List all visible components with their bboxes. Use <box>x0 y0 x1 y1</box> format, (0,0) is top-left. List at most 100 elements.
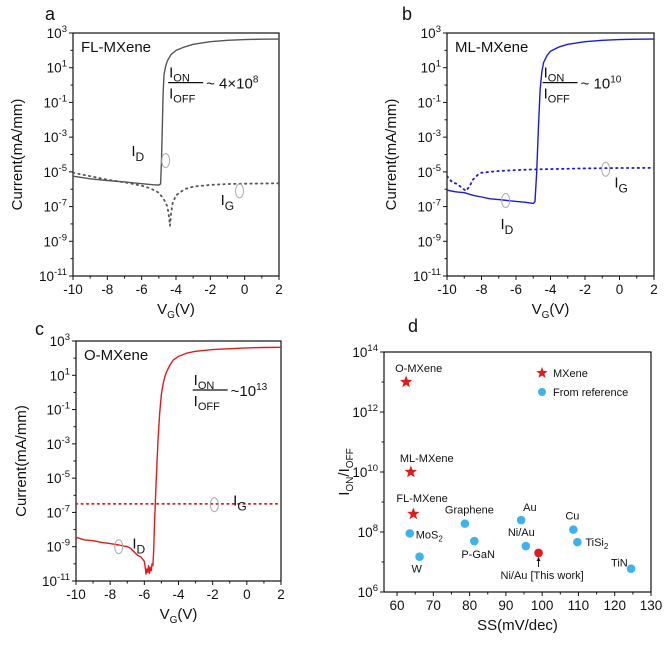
ratio-subscript: ON <box>173 73 190 85</box>
y-tick-label: 10-1 <box>44 93 67 110</box>
tick-exponent: -11 <box>54 267 67 278</box>
ratio-value-main: ~10 <box>231 383 256 400</box>
y-tick-label: 101 <box>50 366 70 383</box>
tick-base: 10 <box>358 585 373 600</box>
axis-label-subscript: G <box>170 615 178 626</box>
tick-base: 10 <box>47 471 62 486</box>
series-marker-ellipse <box>161 153 171 169</box>
tick-base: 10 <box>44 165 59 180</box>
y-tick-label: 10-9 <box>418 232 441 249</box>
tick-base: 10 <box>418 200 433 215</box>
tick-exponent: 3 <box>62 24 67 35</box>
panel-c: c-10 -8 -6 -4 -2 0 210310110-110-310-510-710-9… <box>13 319 285 626</box>
y-tick-label: 10-3 <box>44 128 67 145</box>
series-label: IG <box>233 493 247 514</box>
x-tick-label: 2 <box>275 282 283 297</box>
tick-exponent: 1 <box>436 59 441 70</box>
data-point-label: W <box>412 564 423 576</box>
ratio-subscript: OFF <box>548 94 570 106</box>
panel-a: a-10 -8 -6 -4 -2 0 210310110-110-310-510-710-9… <box>9 4 283 321</box>
tick-exponent: 6 <box>373 583 378 594</box>
data-point-circle <box>460 519 470 528</box>
series-label-main: I <box>233 493 237 510</box>
tick-exponent: -7 <box>433 198 441 209</box>
tick-base: 10 <box>352 465 367 480</box>
data-point-circle <box>569 525 578 534</box>
ratio-main: I <box>194 393 198 410</box>
series-label-subscript: D <box>505 223 514 237</box>
legend-marker-star <box>536 367 548 378</box>
data-point-circle <box>534 548 543 558</box>
tick-exponent: -5 <box>433 163 441 174</box>
y-tick-label: 10-7 <box>44 198 67 215</box>
series-label-subscript: D <box>136 150 145 164</box>
ratio-value-exponent: 10 <box>610 75 622 86</box>
x-tick-label: -4 <box>170 282 182 297</box>
series-label: ID <box>500 216 513 237</box>
y-tick-label: 103 <box>421 24 441 41</box>
x-tick-label: -10 <box>66 587 86 602</box>
tick-exponent: -7 <box>59 198 67 209</box>
y-tick-label: 10-11 <box>413 267 441 284</box>
data-point-label: ML-MXene <box>400 453 454 465</box>
tick-base: 10 <box>50 334 65 349</box>
tick-exponent: -3 <box>62 435 70 446</box>
x-tick-label: 80 <box>462 598 477 613</box>
tick-base: 10 <box>44 234 59 249</box>
y-axis-label: Current(mA/mm) <box>9 99 26 211</box>
tick-base: 10 <box>418 95 433 110</box>
tick-exponent: -3 <box>59 128 67 139</box>
x-tick-label: -4 <box>544 282 556 297</box>
tick-base: 10 <box>44 130 59 145</box>
series-marker-ellipse <box>501 192 511 208</box>
series-marker-ellipse <box>114 539 124 555</box>
tick-exponent: -1 <box>433 93 441 104</box>
series-label-main: I <box>221 192 225 209</box>
data-point-circle <box>626 564 636 573</box>
y-tick-label: 108 <box>358 523 378 540</box>
x-tick-label: -2 <box>204 282 216 297</box>
tick-exponent: -3 <box>433 128 441 139</box>
axis-label-subscript: OFF <box>345 448 356 468</box>
y-tick-label: 10-1 <box>418 93 441 110</box>
x-axis-label: VG(V) <box>532 301 570 321</box>
y-tick-label: 101 <box>47 59 67 76</box>
ratio-subscript: ON <box>198 380 215 392</box>
ratio-value-main: ~ 4×10 <box>206 76 253 93</box>
ratio-main: I <box>194 372 198 389</box>
x-tick-label: 100 <box>531 598 554 613</box>
axis-label-main: V <box>160 606 170 623</box>
tick-exponent: -5 <box>62 469 70 480</box>
axis-label-main: /I <box>336 468 353 476</box>
x-tick-label: 0 <box>243 587 251 602</box>
tick-exponent: -5 <box>59 163 67 174</box>
tick-base: 10 <box>352 345 367 360</box>
ratio-denominator: IOFF <box>544 86 570 106</box>
tick-base: 10 <box>418 234 433 249</box>
tick-exponent: 1 <box>62 59 67 70</box>
ratio-numerator: ION <box>194 372 215 392</box>
series-label-subscript: D <box>137 542 146 556</box>
y-tick-label: 10-7 <box>47 503 70 520</box>
series-label-subscript: G <box>225 199 234 213</box>
panel-letter: c <box>35 319 44 339</box>
x-tick-label: 0 <box>241 282 249 297</box>
ratio-value-exponent: 8 <box>253 75 259 86</box>
y-axis-label: Current(mA/mm) <box>383 99 400 211</box>
ratio-value: ~ 4×108 <box>206 75 259 93</box>
series-label-main: I <box>614 174 618 191</box>
data-point-label: TiN <box>611 558 628 570</box>
series-label-subscript: G <box>618 181 627 195</box>
panel-title: ML-MXene <box>455 39 528 56</box>
tick-exponent: 1 <box>65 366 70 377</box>
y-tick-label: 10-5 <box>418 163 441 180</box>
data-point-label: P-GaN <box>461 549 495 561</box>
tick-exponent: 8 <box>373 523 378 534</box>
x-tick-label: 110 <box>568 598 590 613</box>
tick-base: 10 <box>421 26 436 41</box>
data-point-circle <box>405 529 415 538</box>
series-label: IG <box>221 192 235 213</box>
axis-label-units: (V) <box>175 301 195 318</box>
